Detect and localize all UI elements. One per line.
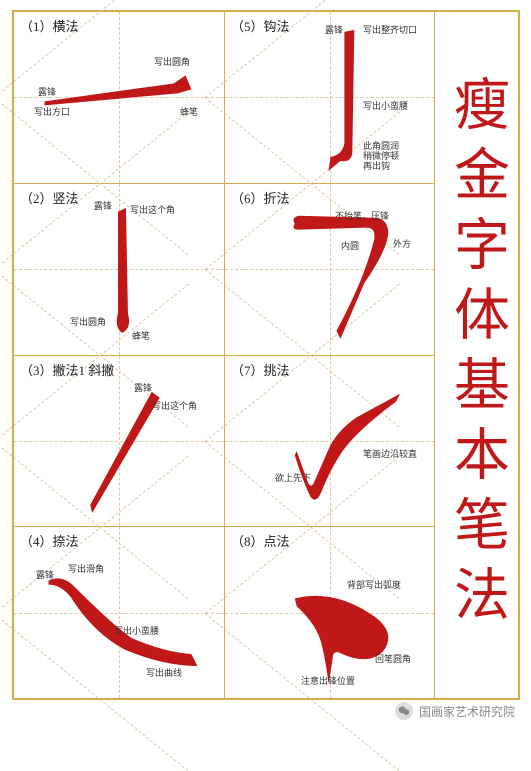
annotation: 露锋 <box>38 88 56 98</box>
page-frame: （1）横法写出圆角露锋写出方口蜂笔（2）竖法露锋写出这个角写出圆角蜂笔（3）撇法… <box>12 10 520 700</box>
annotation: 写出这个角 <box>130 206 175 216</box>
stroke-cell-8: （8）点法背部写出弧度回笔圆角注意出锋位置 <box>225 527 434 698</box>
cell-label: （5）钩法 <box>231 16 290 35</box>
annotation: 写出这个角 <box>152 402 197 412</box>
title-column: 瘦金字体基本笔法 <box>434 12 518 698</box>
annotation: 写出整齐切口 <box>363 26 417 36</box>
annotation: 露锋 <box>325 26 343 36</box>
annotation: 笔画边沿较直 <box>363 450 417 460</box>
cell-label: （2）竖法 <box>20 188 79 207</box>
stroke-cell-4: （4）捺法露锋 写出滑角写出小蛮腰写出曲线 <box>14 527 224 698</box>
annotation: 写出圆角 <box>70 318 106 328</box>
stroke-shape-3 <box>14 356 224 527</box>
annotation: 蜂笔 <box>132 332 150 342</box>
stroke-shape-5 <box>225 12 434 183</box>
annotation: 露锋 <box>94 202 112 212</box>
cell-label: （3）撇法1 斜撇 <box>20 360 114 379</box>
footer: 国画家艺术研究院 <box>395 702 515 720</box>
annotation: 写出小蛮腰 <box>114 627 159 637</box>
footer-text: 国画家艺术研究院 <box>419 703 515 720</box>
annotation: 写出方口 <box>34 108 70 118</box>
stroke-cell-7: （7）挑法欲上先下 笔画边沿较直 <box>225 356 434 528</box>
annotation: 写出曲线 <box>146 669 182 679</box>
stroke-cell-5: （5）钩法露锋 写出整齐切口写出小蛮腰此角圆润稍微停顿再出钩 <box>225 12 434 184</box>
annotation: 蜂笔 <box>180 108 198 118</box>
stroke-col-right: （5）钩法露锋 写出整齐切口写出小蛮腰此角圆润稍微停顿再出钩 （6）折法不抬笔，压锋… <box>224 12 434 698</box>
stroke-col-left: （1）横法写出圆角露锋写出方口蜂笔（2）竖法露锋写出这个角写出圆角蜂笔（3）撇法… <box>14 12 224 698</box>
stroke-shape-8 <box>225 527 434 698</box>
annotation: 露锋 <box>36 571 54 581</box>
cell-label: （4）捺法 <box>20 531 79 550</box>
stroke-cell-2: （2）竖法露锋 写出这个角写出圆角蜂笔 <box>14 184 224 356</box>
stroke-shape-4 <box>14 527 224 698</box>
cell-label: （8）点法 <box>231 531 290 550</box>
annotation: 写出圆角 <box>154 58 190 68</box>
annotation: 不抬笔，压锋 <box>335 212 389 222</box>
stroke-shape-6 <box>225 184 434 355</box>
annotation: 写出小蛮腰 <box>363 102 408 112</box>
stroke-cell-6: （6）折法不抬笔，压锋内圆 外方 <box>225 184 434 356</box>
stroke-shape-7 <box>225 356 434 527</box>
annotation: 此角圆润稍微停顿再出钩 <box>363 142 399 172</box>
annotation: 注意出锋位置 <box>301 677 355 687</box>
wechat-icon <box>395 702 413 720</box>
annotation: 背部写出弧度 <box>347 581 401 591</box>
stroke-shape-2 <box>14 184 224 355</box>
cell-label: （6）折法 <box>231 188 290 207</box>
annotation: 写出滑角 <box>68 565 104 575</box>
cell-label: （1）横法 <box>20 16 79 35</box>
annotation: 内圆 <box>341 242 359 252</box>
stroke-grid: （1）横法写出圆角露锋写出方口蜂笔（2）竖法露锋写出这个角写出圆角蜂笔（3）撇法… <box>14 12 434 698</box>
annotation: 外方 <box>393 240 411 250</box>
annotation: 回笔圆角 <box>375 655 411 665</box>
page-title: 瘦金字体基本笔法 <box>449 75 505 635</box>
cell-label: （7）挑法 <box>231 360 290 379</box>
annotation: 欲上先下 <box>275 474 311 484</box>
stroke-cell-1: （1）横法写出圆角露锋写出方口 蜂笔 <box>14 12 224 184</box>
annotation: 露锋 <box>134 384 152 394</box>
stroke-cell-3: （3）撇法1 斜撇露锋写出这个角 <box>14 356 224 528</box>
